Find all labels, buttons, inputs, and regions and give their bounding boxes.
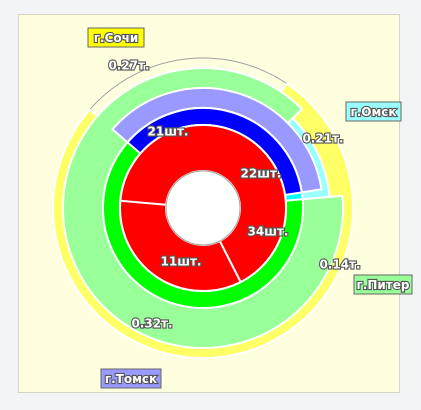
labels-layer: 0.27т. 0.21т. 0.14т. 0.32т. 21шт. 22шт. 34шт. 1… [107,57,361,331]
legend-swatch-piter [353,274,413,295]
inner-value-label-tomsk: 11шт. [161,255,202,269]
legend-label-sochi: г.Сочи [94,31,139,45]
legend-item-omsk: г.Омск [345,101,402,122]
inner-value-label-piter: 34шт. [248,225,289,239]
slices-layer [52,67,354,359]
legend-item-piter: г.Питер [353,274,413,295]
legend-swatch-sochi [87,27,145,48]
legend-label-tomsk: г.Томск [105,372,157,386]
legend-item-tomsk: г.Томск [100,368,162,389]
legend-item-sochi: г.Сочи [87,27,145,48]
legend-label-piter: г.Питер [357,278,410,292]
inner-value-label-omsk: 22шт. [241,167,282,181]
center-hole-top [165,170,241,246]
outer-value-label-sochi: 0.27т. [108,59,149,73]
outer-value-label-tomsk: 0.32т. [131,317,172,331]
legend-swatch-omsk [345,101,402,122]
inner-value-label-sochi: 21шт. [148,125,189,139]
legend-layer: г.Сочи г.Омск г.Питер г.Томск [87,27,413,389]
legend-swatch-tomsk [100,368,162,389]
outer-value-label-piter: 0.14т. [319,258,360,272]
legend-label-omsk: г.Омск [350,105,396,119]
outer-value-label-omsk: 0.21т. [302,132,343,146]
